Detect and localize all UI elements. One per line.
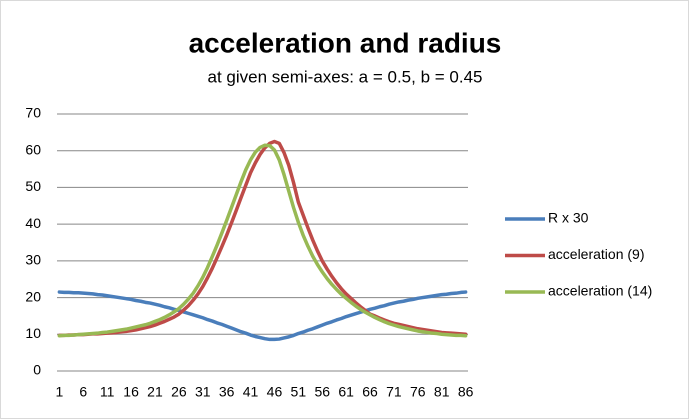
series-line [57, 143, 468, 338]
y-tick-label: 50 [25, 178, 41, 194]
y-tick-label: 10 [25, 325, 41, 341]
x-tick-label: 46 [267, 384, 283, 400]
y-tick-label: 40 [25, 215, 41, 231]
x-tick-label: 61 [338, 384, 354, 400]
chart-subtitle: at given semi-axes: a = 0.5, b = 0.45 [208, 67, 483, 86]
chart-title: acceleration and radius [189, 27, 502, 58]
x-tick-label: 1 [55, 384, 63, 400]
x-tick-label: 21 [147, 384, 163, 400]
x-tick-label: 41 [243, 384, 259, 400]
x-tick-label: 11 [100, 384, 115, 400]
x-tick-label: 81 [434, 384, 450, 400]
x-tick-label: 51 [291, 384, 307, 400]
series-line [57, 139, 468, 338]
x-tick-label: 76 [410, 384, 426, 400]
y-tick-label: 20 [25, 288, 41, 304]
x-tick-label: 56 [314, 384, 330, 400]
y-tick-label: 0 [33, 362, 41, 378]
legend-label: acceleration (14) [548, 283, 652, 299]
legend-label: R x 30 [548, 210, 589, 226]
x-tick-label: 6 [79, 384, 87, 400]
y-tick-label: 70 [25, 105, 41, 121]
x-tick-label: 86 [458, 384, 474, 400]
x-tick-label: 16 [123, 384, 139, 400]
y-tick-label: 60 [25, 141, 41, 157]
x-tick-label: 26 [171, 384, 187, 400]
legend-label: acceleration (9) [548, 246, 645, 262]
y-tick-label: 30 [25, 252, 41, 268]
x-tick-label: 71 [386, 384, 402, 400]
x-tick-label: 31 [195, 384, 211, 400]
x-tick-label: 66 [362, 384, 378, 400]
series-line [57, 290, 468, 342]
x-tick-label: 36 [219, 384, 235, 400]
